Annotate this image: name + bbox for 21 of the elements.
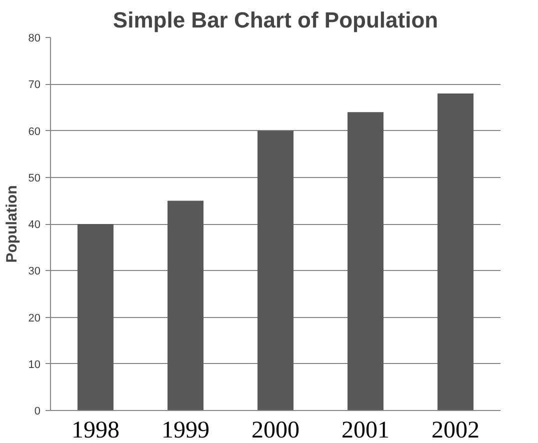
bar bbox=[78, 224, 114, 410]
y-tick-label: 10 bbox=[28, 358, 41, 371]
y-tick-label: 70 bbox=[28, 79, 41, 92]
y-tick-label: 30 bbox=[28, 266, 41, 278]
bar bbox=[258, 130, 294, 410]
y-axis-title: Population bbox=[3, 185, 20, 263]
x-tick-label: 2001 bbox=[342, 418, 390, 443]
y-tick-label: 20 bbox=[28, 312, 41, 324]
y-tick-label: 0 bbox=[34, 406, 41, 418]
bar bbox=[168, 200, 204, 410]
x-tick-label: 2000 bbox=[252, 418, 300, 443]
y-tick-label: 40 bbox=[28, 219, 41, 231]
x-tick-label: 1999 bbox=[162, 418, 210, 443]
x-tick-label: 1998 bbox=[72, 418, 120, 443]
x-tick-label: 2002 bbox=[432, 418, 480, 443]
chart-title: Simple Bar Chart of Population bbox=[112, 8, 438, 32]
y-tick-label: 60 bbox=[28, 126, 41, 138]
bar bbox=[438, 93, 474, 410]
bar bbox=[348, 112, 384, 410]
y-tick-label: 50 bbox=[28, 172, 41, 184]
y-tick-label: 80 bbox=[28, 32, 41, 44]
